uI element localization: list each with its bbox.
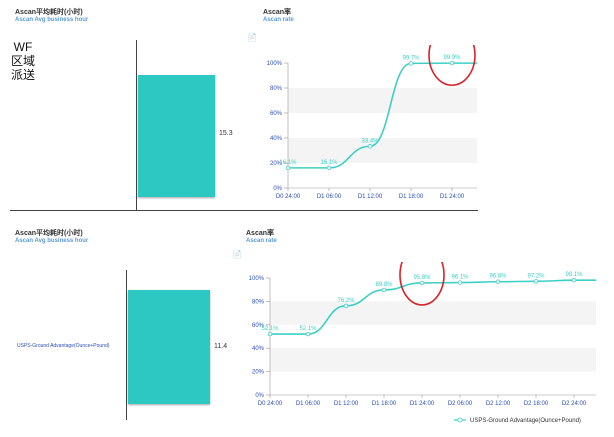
x-tick-label: D0 24:00	[276, 194, 301, 200]
data-point	[533, 279, 539, 284]
y-tick-label: 100%	[249, 276, 265, 282]
data-label: 52.1%	[261, 326, 279, 332]
series-line	[288, 62, 477, 169]
x-tick-label: D1 18:00	[399, 194, 424, 200]
line-chart-title-2: Ascan率	[246, 230, 275, 237]
x-tick-label: D2 24:00	[562, 401, 587, 407]
data-point	[305, 331, 311, 337]
data-label: 16.1%	[279, 160, 297, 166]
grid-band	[270, 301, 596, 325]
x-tick-label: D1 06:00	[317, 194, 342, 200]
data-point	[457, 280, 463, 285]
panel-divider	[10, 210, 478, 211]
data-label: 99.7%	[402, 55, 420, 61]
y-tick-label: 0%	[273, 186, 282, 192]
data-point	[449, 60, 455, 66]
legend-label: USPS-Ground Advantage(Ounce+Pound)	[470, 418, 581, 424]
legend-marker	[457, 417, 463, 423]
line-chart-title-1: Ascan率	[263, 9, 292, 16]
data-point	[419, 280, 425, 286]
y-tick-label: 60%	[270, 111, 283, 117]
x-tick-label: D1 12:00	[334, 401, 359, 407]
category-label-usps: USPS-Ground Advantage(Ounce+Pound)	[17, 343, 110, 349]
line-chart-1: 0% 20% 40% 60% 80% 100% D0 24:00 D1 06:00 D1 12:…	[267, 45, 477, 200]
data-point	[495, 279, 501, 284]
document-icon[interactable]: 📄	[232, 250, 242, 259]
data-label: 89.8%	[375, 282, 393, 288]
data-point	[326, 165, 332, 171]
x-tick-label: D2 06:00	[448, 401, 473, 407]
document-icon[interactable]: 📄	[247, 33, 257, 42]
grid-band	[288, 138, 477, 163]
highlight-circle	[399, 262, 445, 306]
y-tick-label: 40%	[270, 136, 283, 142]
data-label: 16.1%	[320, 160, 338, 166]
data-label: 96.8%	[489, 274, 507, 280]
bar-chart-title-1: Ascan平均耗时(小时)	[15, 9, 83, 16]
y-tick-label: 20%	[270, 161, 283, 167]
data-point	[571, 278, 577, 283]
y-tick-label: 80%	[252, 299, 265, 305]
data-point	[343, 303, 349, 309]
data-point	[381, 287, 387, 293]
data-label: 95.8%	[413, 275, 431, 281]
y-tick-label: 100%	[267, 61, 283, 67]
x-tick-label: D1 18:00	[372, 401, 397, 407]
data-label: 98.1%	[565, 272, 583, 278]
bar-chart-axis-2	[126, 270, 127, 420]
grid-band	[270, 348, 596, 372]
bar-chart-subtitle-2: Ascan Avg business hour	[15, 238, 89, 244]
category-label-wf: WF 区域 派送	[8, 40, 38, 82]
category-label-line: WF	[13, 40, 33, 54]
y-tick-label: 0%	[255, 393, 264, 399]
bar-chart-title-2: Ascan平均耗时(小时)	[15, 230, 83, 237]
data-label: 76.2%	[337, 298, 355, 304]
data-label: 96.1%	[451, 275, 469, 281]
y-tick-label: 40%	[252, 346, 265, 352]
x-tick-label: D1 12:00	[358, 194, 383, 200]
line-chart-subtitle-2: Ascan rate	[246, 238, 277, 244]
x-tick-label: D1 24:00	[410, 401, 435, 407]
bar-chart-bar-1[interactable]	[138, 75, 215, 197]
data-point	[367, 144, 373, 149]
bar-value-label-1: 15.3	[219, 130, 233, 137]
grid-band	[288, 88, 477, 113]
highlight-circle	[428, 45, 476, 86]
x-tick-label: D2 12:00	[486, 401, 511, 407]
x-tick-label: D1 24:00	[440, 194, 465, 200]
data-point	[267, 331, 273, 337]
line-chart-2: 0% 20% 40% 60% 80% 100% D0 24:00 D1 06:00 D1 12:…	[249, 262, 596, 424]
x-tick-label: D2 18:00	[524, 401, 549, 407]
category-label-line: 区域	[10, 54, 35, 68]
x-tick-label: D1 06:00	[296, 401, 321, 407]
x-tick-label: D0 24:00	[258, 401, 283, 407]
data-point	[408, 61, 414, 66]
bar-chart-subtitle-1: Ascan Avg business hour	[15, 17, 89, 23]
data-label: 52.1%	[299, 326, 317, 332]
y-tick-label: 80%	[270, 86, 283, 92]
bar-value-label-2: 11.4	[214, 343, 228, 350]
y-tick-label: 20%	[252, 370, 265, 376]
line-chart-subtitle-1: Ascan rate	[263, 17, 294, 23]
data-point	[285, 165, 291, 171]
data-label: 99.9%	[443, 55, 461, 61]
data-label: 97.2%	[527, 273, 545, 279]
y-tick-label: 60%	[252, 323, 265, 329]
category-label-line: 派送	[10, 68, 35, 82]
bar-chart-bar-2[interactable]	[128, 290, 210, 404]
bar-chart-axis-1	[136, 40, 137, 210]
data-label: 33.4%	[361, 138, 379, 144]
